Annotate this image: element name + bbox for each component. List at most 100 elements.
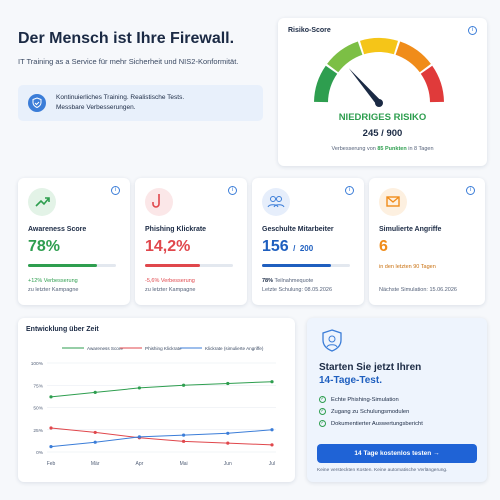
risk-title: Risiko-Score [288, 27, 331, 34]
x-tick-label: Apr [136, 461, 144, 467]
cta-item: ✓ Zugang zu Schulungsmodulen [319, 408, 409, 415]
metric-card: i Geschulte Mitarbeiter 156 / 200 78% Te… [252, 178, 364, 305]
gauge-hub [375, 99, 383, 107]
cta-card: Starten Sie jetzt Ihren 14-Tage-Test. ✓ E… [307, 318, 487, 482]
text: in 8 Tagen [406, 146, 434, 152]
hero-title: Der Mensch ist Ihre Firewall. [18, 30, 235, 47]
info-icon[interactable]: i [345, 186, 354, 195]
cta-item: ✓ Dokumentierter Auswertungsbericht [319, 420, 423, 427]
progress-track [28, 264, 116, 267]
data-point [226, 381, 230, 386]
metric-title: Phishing Klickrate [145, 226, 207, 233]
y-tick-label: 50% [33, 406, 43, 412]
cta-item-label: Echte Phishing-Simulation [331, 396, 399, 403]
chart-card: Entwicklung über Zeit 0% 25% 50% 75% 100% Feb… [18, 318, 295, 482]
score: 245 [362, 128, 379, 139]
data-point [182, 433, 186, 437]
metric-title: Geschulte Mitarbeiter [262, 226, 334, 233]
x-tick-label: Feb [47, 461, 56, 467]
risk-card: Risiko-Score i NIEDRIGES RISIKO 245 / 90… [278, 18, 487, 166]
data-point [49, 445, 53, 449]
metric-line: zu letzter Kampagne [145, 287, 196, 293]
x-tick-label: Mär [91, 461, 100, 467]
metric-line: 78% Teilnahmequote [262, 278, 313, 284]
cta-item-label: Zugang zu Schulungsmodulen [331, 408, 410, 415]
chart-title: Entwicklung über Zeit [26, 326, 99, 333]
metric-value: 6 [379, 238, 388, 255]
legend-label: Phishing Klickrate [145, 346, 182, 351]
cta-item: ✓ Echte Phishing-Simulation [319, 396, 399, 403]
metric-line: Nächste Simulation: 15.06.2026 [379, 287, 457, 293]
cta-title: 14-Tage-Test. [319, 375, 382, 386]
data-point [93, 430, 97, 435]
points: 85 Punkten [377, 146, 407, 152]
x-tick-label: Mai [180, 461, 188, 467]
cta-button[interactable]: 14 Tage kostenlos testen → [317, 444, 477, 463]
metric-card: i Awareness Score 78% +12% Verbesserung … [18, 178, 130, 305]
metric-card: i Simulierte Angriffe 6 in den letzten 9… [369, 178, 485, 305]
metric-line: Letzte Schulung: 08.05.2026 [262, 287, 333, 293]
check-icon: ✓ [319, 396, 326, 403]
info-icon[interactable]: i [468, 26, 477, 35]
icon [379, 188, 407, 216]
gauge-needle [348, 68, 382, 105]
y-tick-label: 75% [33, 383, 43, 389]
metric-title: Simulierte Angriffe [379, 226, 442, 233]
data-point [270, 380, 274, 384]
progress-bar [262, 264, 331, 267]
separator: / [293, 244, 296, 253]
y-tick-label: 0% [36, 450, 44, 456]
data-point [226, 431, 230, 435]
progress-track [262, 264, 350, 267]
legend-label: Awareness Score [87, 346, 123, 351]
progress-bar [28, 264, 97, 267]
button-label: 14 Tage kostenlos testen [354, 450, 432, 457]
x-tick-label: Jul [269, 461, 275, 467]
line-series [50, 429, 273, 448]
y-tick-label: 25% [33, 428, 43, 434]
data-point [270, 443, 274, 447]
data-point [93, 440, 97, 444]
data-point [182, 439, 186, 443]
cta-title: Starten Sie jetzt Ihren [319, 362, 422, 373]
data-point [137, 435, 141, 439]
data-point [49, 426, 53, 430]
gauge-segment [359, 38, 399, 55]
info-icon[interactable]: i [228, 186, 237, 195]
rate: 78% [262, 278, 274, 284]
metric-value: 78% [28, 238, 61, 255]
total: 200 [299, 244, 314, 253]
gauge-segment [314, 65, 338, 103]
gauge-segment [327, 41, 363, 73]
metric-value: 156 / 200 [262, 238, 313, 256]
data-point [226, 441, 230, 445]
metric-card: i Phishing Klickrate 14,2% -5,6% Verbess… [135, 178, 247, 305]
line-series [50, 427, 273, 446]
hero-subtitle: IT Training as a Service für mehr Sicher… [18, 57, 239, 66]
icon [262, 188, 290, 216]
chart: Entwicklung über Zeit 0% 25% 50% 75% 100% Feb… [26, 326, 276, 467]
cta-icon [322, 329, 342, 352]
cta-footnote: Keine versteckten Kosten. Keine automati… [317, 468, 448, 473]
note-line: Messbare Verbesserungen. [56, 104, 136, 111]
x-tick-label: Jun [224, 461, 232, 467]
hero-note: Kontinuierliches Training. Realistische … [18, 85, 263, 121]
progress-track [145, 264, 233, 267]
arrow-icon: → [433, 450, 440, 457]
metric-title: Awareness Score [28, 226, 87, 233]
info-icon[interactable]: i [111, 186, 120, 195]
metric-line: +12% Verbesserung [28, 278, 78, 284]
metric-line: -5,6% Verbesserung [145, 278, 195, 284]
gauge-segment [420, 65, 444, 103]
info-icon[interactable]: i [466, 186, 475, 195]
gauge-segment [395, 41, 431, 73]
risk-level: NIEDRIGES RISIKO [338, 112, 427, 123]
note-line: Kontinuierliches Training. Realistische … [56, 94, 185, 101]
shield-icon [28, 94, 46, 112]
cta-item-label: Dokumentierter Auswertungsbericht [331, 420, 423, 427]
line-series [50, 381, 273, 398]
risk-improvement: Verbesserung von 85 Punkten in 8 Tagen [278, 146, 487, 152]
separator: / [381, 128, 384, 139]
text: Verbesserung von [331, 146, 378, 152]
